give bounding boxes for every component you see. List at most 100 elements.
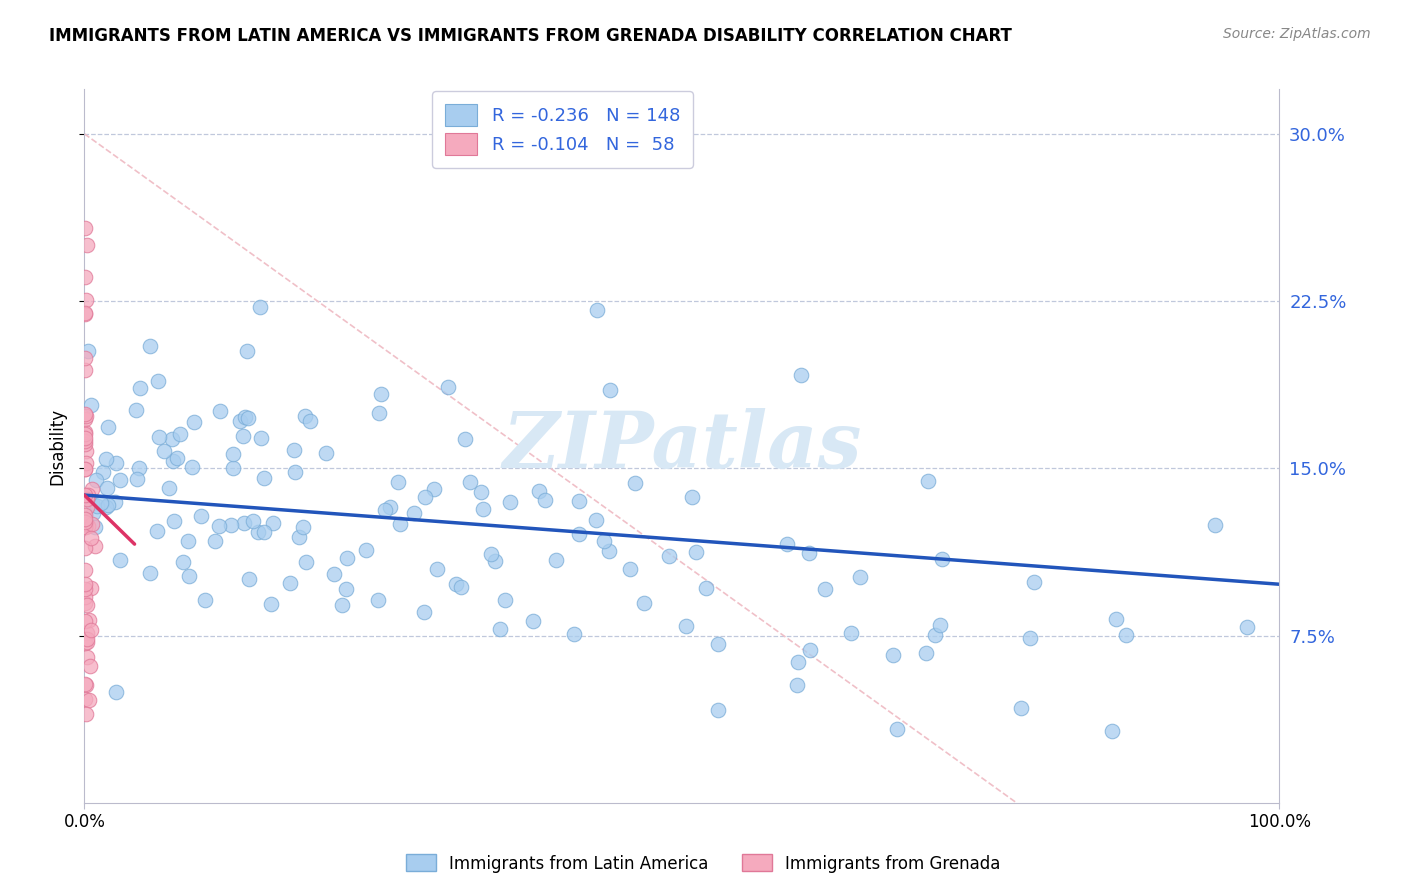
Point: [707, 637, 730, 651]
Point: [599, 384, 621, 398]
Point: [222, 447, 245, 461]
Point: [1018, 631, 1040, 645]
Point: [73, 677, 96, 691]
Point: [585, 513, 607, 527]
Point: [73, 614, 96, 628]
Point: [75, 678, 97, 692]
Point: [160, 432, 183, 446]
Point: [139, 566, 162, 580]
Point: [404, 506, 426, 520]
Point: [76, 635, 98, 649]
Point: [75, 706, 97, 721]
Y-axis label: Disability: Disability: [48, 408, 66, 484]
Point: [235, 410, 257, 425]
Point: [437, 379, 460, 393]
Point: [73, 306, 96, 320]
Point: [253, 524, 276, 539]
Point: [128, 461, 150, 475]
Point: [544, 553, 567, 567]
Point: [138, 339, 160, 353]
Point: [77, 343, 100, 358]
Point: [176, 533, 198, 548]
Point: [450, 581, 472, 595]
Point: [162, 453, 184, 467]
Point: [797, 546, 820, 560]
Point: [80, 581, 103, 595]
Point: [454, 432, 477, 446]
Point: [839, 626, 862, 640]
Point: [80, 517, 103, 532]
Point: [426, 562, 449, 576]
Point: [73, 407, 96, 421]
Point: [598, 544, 620, 558]
Point: [479, 547, 502, 561]
Point: [232, 516, 254, 530]
Point: [73, 488, 96, 502]
Point: [73, 636, 96, 650]
Point: [278, 575, 301, 590]
Legend: R = -0.236   N = 148, R = -0.104   N =  58: R = -0.236 N = 148, R = -0.104 N = 58: [432, 91, 693, 168]
Text: Source: ZipAtlas.com: Source: ZipAtlas.com: [1223, 27, 1371, 41]
Point: [148, 430, 170, 444]
Point: [80, 398, 103, 412]
Point: [1236, 620, 1258, 634]
Point: [73, 508, 96, 522]
Point: [1204, 517, 1226, 532]
Point: [695, 581, 717, 595]
Point: [73, 425, 96, 440]
Point: [73, 307, 96, 321]
Point: [915, 646, 938, 660]
Point: [619, 562, 641, 576]
Point: [472, 501, 495, 516]
Point: [287, 530, 309, 544]
Point: [389, 516, 412, 531]
Point: [367, 593, 389, 607]
Point: [169, 426, 191, 441]
Point: [1101, 724, 1123, 739]
Point: [786, 678, 808, 692]
Point: [166, 450, 188, 465]
Point: [568, 527, 591, 541]
Point: [882, 648, 904, 662]
Point: [924, 628, 946, 642]
Point: [460, 475, 482, 490]
Point: [75, 456, 97, 470]
Point: [73, 434, 96, 448]
Point: [624, 476, 647, 491]
Point: [787, 655, 810, 669]
Point: [73, 431, 96, 445]
Point: [209, 404, 232, 418]
Point: [73, 426, 96, 441]
Point: [681, 490, 703, 504]
Point: [368, 406, 391, 420]
Point: [75, 517, 97, 532]
Point: [423, 483, 446, 497]
Point: [108, 473, 131, 487]
Point: [813, 582, 835, 596]
Point: [499, 495, 522, 509]
Point: [592, 534, 614, 549]
Point: [75, 409, 97, 424]
Point: [658, 549, 681, 563]
Point: [633, 596, 655, 610]
Point: [73, 512, 96, 526]
Point: [1115, 628, 1137, 642]
Point: [105, 685, 128, 699]
Point: [80, 623, 103, 637]
Point: [415, 491, 437, 505]
Point: [73, 437, 96, 451]
Legend: Immigrants from Latin America, Immigrants from Grenada: Immigrants from Latin America, Immigrant…: [399, 847, 1007, 880]
Point: [82, 506, 104, 520]
Point: [75, 293, 97, 308]
Point: [236, 343, 259, 358]
Point: [370, 386, 392, 401]
Point: [446, 577, 468, 591]
Point: [484, 554, 506, 568]
Point: [1022, 575, 1045, 590]
Point: [336, 550, 359, 565]
Point: [129, 381, 152, 395]
Point: [73, 692, 96, 706]
Point: [105, 456, 128, 470]
Point: [247, 525, 270, 540]
Point: [685, 545, 707, 559]
